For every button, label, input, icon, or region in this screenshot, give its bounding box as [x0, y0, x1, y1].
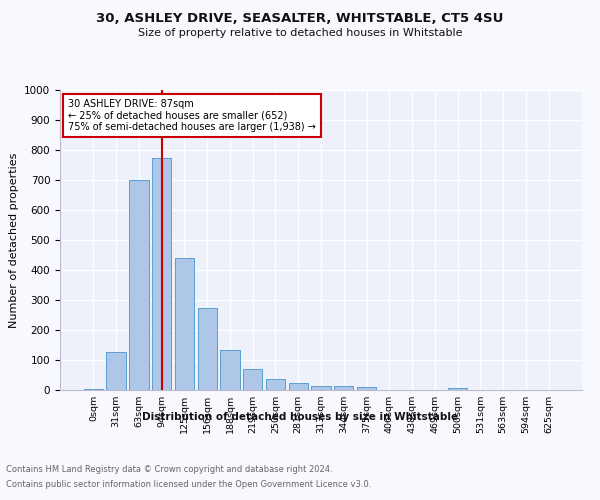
Bar [84, 388, 103, 390]
Bar [334, 386, 353, 390]
Bar [357, 387, 376, 390]
Bar [266, 378, 285, 390]
Text: 30, ASHLEY DRIVE, SEASALTER, WHITSTABLE, CT5 4SU: 30, ASHLEY DRIVE, SEASALTER, WHITSTABLE,… [97, 12, 503, 26]
Text: Contains HM Land Registry data © Crown copyright and database right 2024.: Contains HM Land Registry data © Crown c… [6, 465, 332, 474]
Bar [448, 388, 467, 390]
Bar [220, 350, 239, 390]
Bar [289, 382, 308, 390]
Bar [152, 158, 172, 390]
Bar [129, 180, 149, 390]
Bar [106, 352, 126, 390]
Bar [197, 308, 217, 390]
Text: Contains public sector information licensed under the Open Government Licence v3: Contains public sector information licen… [6, 480, 371, 489]
Bar [311, 386, 331, 390]
Y-axis label: Number of detached properties: Number of detached properties [8, 152, 19, 328]
Bar [175, 258, 194, 390]
Text: Size of property relative to detached houses in Whitstable: Size of property relative to detached ho… [138, 28, 462, 38]
Text: 30 ASHLEY DRIVE: 87sqm
← 25% of detached houses are smaller (652)
75% of semi-de: 30 ASHLEY DRIVE: 87sqm ← 25% of detached… [68, 99, 316, 132]
Bar [243, 369, 262, 390]
Text: Distribution of detached houses by size in Whitstable: Distribution of detached houses by size … [142, 412, 458, 422]
